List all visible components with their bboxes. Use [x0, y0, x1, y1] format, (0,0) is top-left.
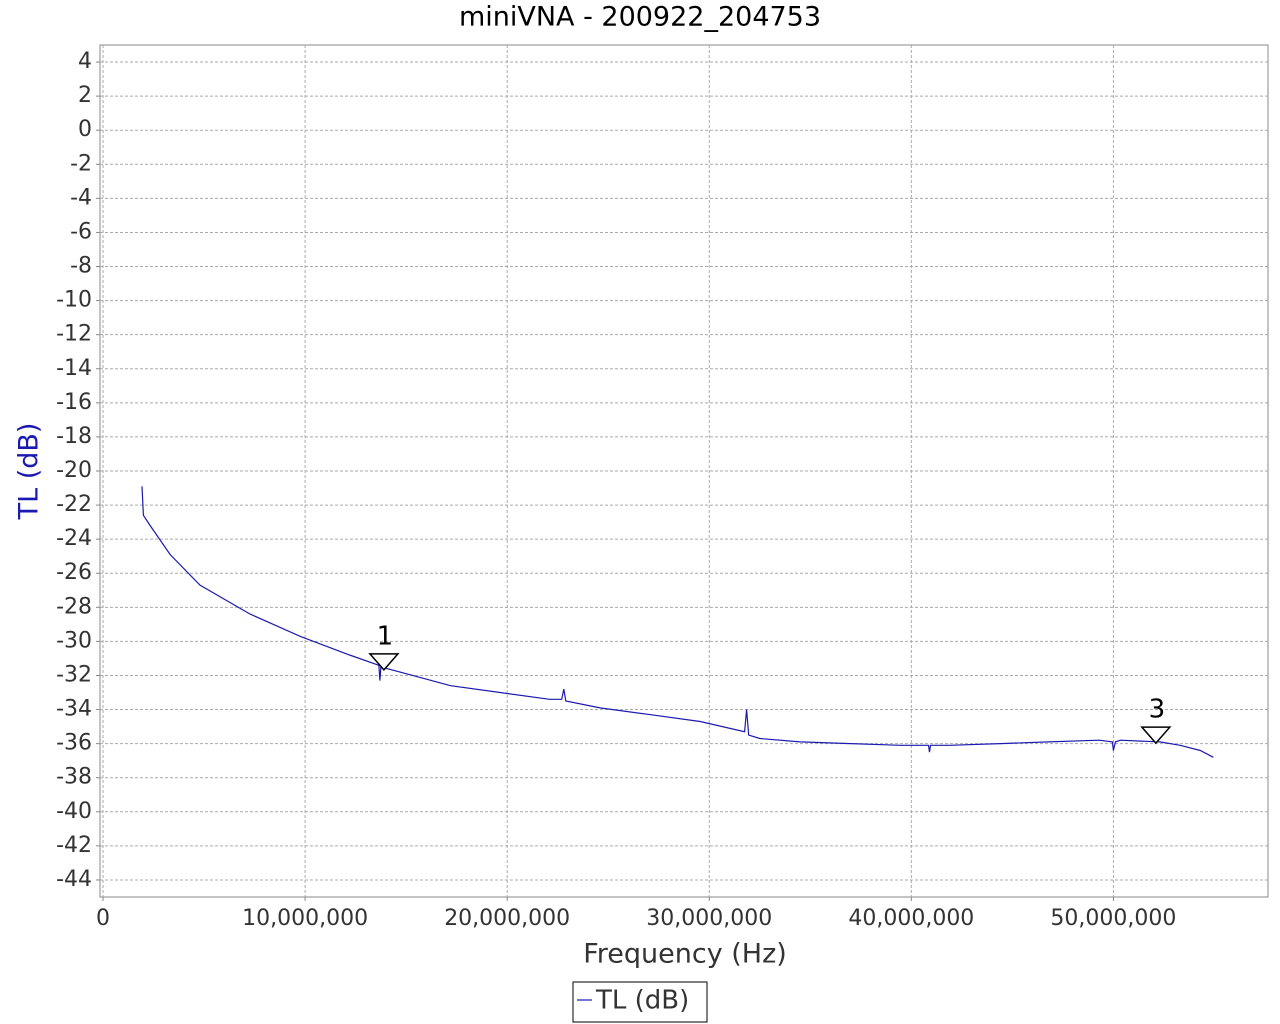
y-tick-label: -26 — [56, 560, 92, 585]
chart-title: miniVNA - 200922_204753 — [459, 2, 821, 33]
y-tick-label: -40 — [56, 799, 92, 824]
y-tick-label: -42 — [56, 833, 92, 858]
y-tick-label: -32 — [56, 662, 92, 687]
y-tick-label: -28 — [56, 594, 92, 619]
y-tick-label: -34 — [56, 697, 92, 722]
y-tick-label: 2 — [78, 83, 92, 108]
y-tick-label: -2 — [70, 151, 92, 176]
legend-label: TL (dB) — [595, 986, 689, 1016]
y-tick-label: -10 — [56, 288, 92, 313]
marker — [368, 653, 400, 671]
x-tick-label: 30,000,000 — [646, 906, 772, 931]
data-line — [141, 486, 1214, 758]
x-tick-label: 0 — [96, 906, 110, 931]
y-tick-label: -20 — [56, 458, 92, 483]
y-tick-label: -24 — [56, 526, 92, 551]
plot-area — [99, 44, 1269, 898]
y-tick-label: -6 — [70, 219, 92, 244]
y-tick-label: -30 — [56, 628, 92, 653]
x-axis-title: Frequency (Hz) — [583, 939, 787, 970]
x-tick-label: 20,000,000 — [444, 906, 570, 931]
marker-label: 1 — [377, 621, 394, 651]
x-tick-label: 40,000,000 — [848, 906, 974, 931]
y-tick-label: -14 — [56, 356, 92, 381]
y-tick-label: -8 — [70, 254, 92, 279]
y-tick-label: 4 — [78, 49, 92, 74]
y-tick-label: -4 — [70, 185, 92, 210]
y-tick-label: -22 — [56, 492, 92, 517]
y-tick-label: -12 — [56, 322, 92, 347]
y-tick-label: -38 — [56, 765, 92, 790]
x-tick-label: 50,000,000 — [1050, 906, 1176, 931]
y-tick-label: -36 — [56, 731, 92, 756]
legend — [572, 981, 708, 1023]
y-tick-label: -18 — [56, 424, 92, 449]
y-tick-label: -44 — [56, 867, 92, 892]
marker — [1140, 726, 1172, 745]
y-tick-label: -16 — [56, 390, 92, 415]
y-axis-title: TL (dB) — [14, 423, 45, 521]
marker-label: 3 — [1149, 695, 1166, 725]
y-tick-label: 0 — [78, 117, 92, 142]
x-tick-label: 10,000,000 — [242, 906, 368, 931]
